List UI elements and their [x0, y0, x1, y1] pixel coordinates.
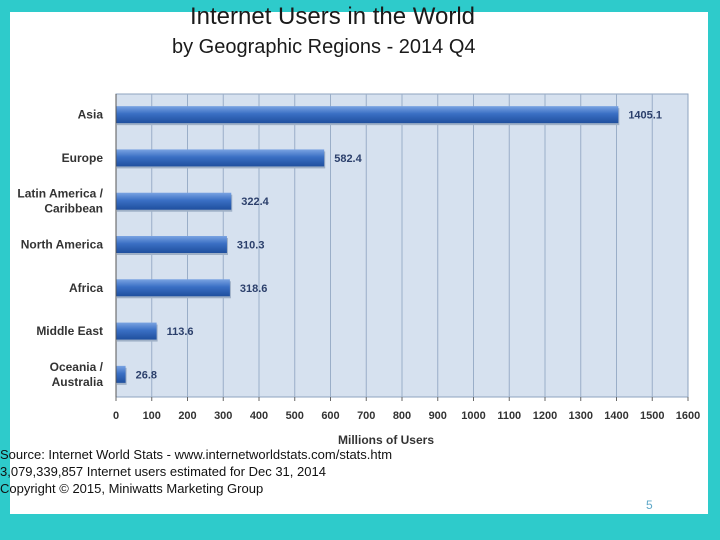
x-tick-label: 1000 — [461, 410, 485, 422]
x-tick-label: 200 — [178, 410, 196, 422]
bar — [116, 149, 325, 167]
category-label: Oceania / — [50, 360, 104, 374]
category-label: Middle East — [36, 324, 103, 338]
x-tick-label: 1400 — [604, 410, 628, 422]
x-tick-label: 700 — [357, 410, 375, 422]
category-label: Caribbean — [44, 202, 103, 216]
x-axis-title: Millions of Users — [338, 433, 434, 447]
users-estimate-line: 3,079,339,857 Internet users estimated f… — [0, 464, 326, 479]
category-label: Asia — [78, 108, 104, 122]
x-tick-label: 0 — [113, 410, 119, 422]
bar — [116, 279, 230, 297]
bar — [116, 365, 126, 383]
category-label: Australia — [52, 375, 104, 389]
bar — [116, 106, 619, 124]
bar-value-label: 322.4 — [241, 196, 269, 208]
bar — [116, 192, 232, 210]
category-label: Africa — [69, 281, 103, 295]
x-tick-label: 900 — [429, 410, 447, 422]
x-tick-label: 1100 — [497, 410, 521, 422]
copyright-line: Copyright © 2015, Miniwatts Marketing Gr… — [0, 481, 264, 496]
bar-value-label: 582.4 — [334, 153, 362, 165]
category-label: Europe — [62, 151, 104, 165]
category-label: North America — [21, 238, 104, 252]
chart-subtitle: by Geographic Regions - 2014 Q4 — [172, 36, 476, 58]
x-tick-label: 400 — [250, 410, 268, 422]
bar-value-label: 26.8 — [136, 369, 157, 381]
bar-value-label: 113.6 — [167, 326, 194, 338]
x-tick-label: 1300 — [569, 410, 593, 422]
bar-value-label: 310.3 — [237, 240, 265, 252]
bar-value-label: 318.6 — [240, 283, 268, 295]
category-label: Latin America / — [17, 187, 103, 201]
x-tick-label: 600 — [321, 410, 339, 422]
x-tick-label: 1200 — [533, 410, 557, 422]
x-tick-label: 500 — [286, 410, 304, 422]
bar — [116, 322, 157, 340]
bar-value-label: 1405.1 — [628, 110, 662, 122]
x-tick-label: 300 — [214, 410, 232, 422]
chart-title: Internet Users in the World — [190, 3, 476, 30]
x-tick-label: 1500 — [640, 410, 664, 422]
x-tick-label: 800 — [393, 410, 411, 422]
source-line: Source: Internet World Stats - www.inter… — [0, 447, 393, 462]
bar — [116, 236, 227, 253]
source-note: Source: Internet World Stats - www.inter… — [0, 446, 392, 497]
page-number: 5 — [646, 498, 653, 512]
x-tick-label: 100 — [143, 410, 161, 422]
x-tick-label: 1600 — [676, 410, 700, 422]
